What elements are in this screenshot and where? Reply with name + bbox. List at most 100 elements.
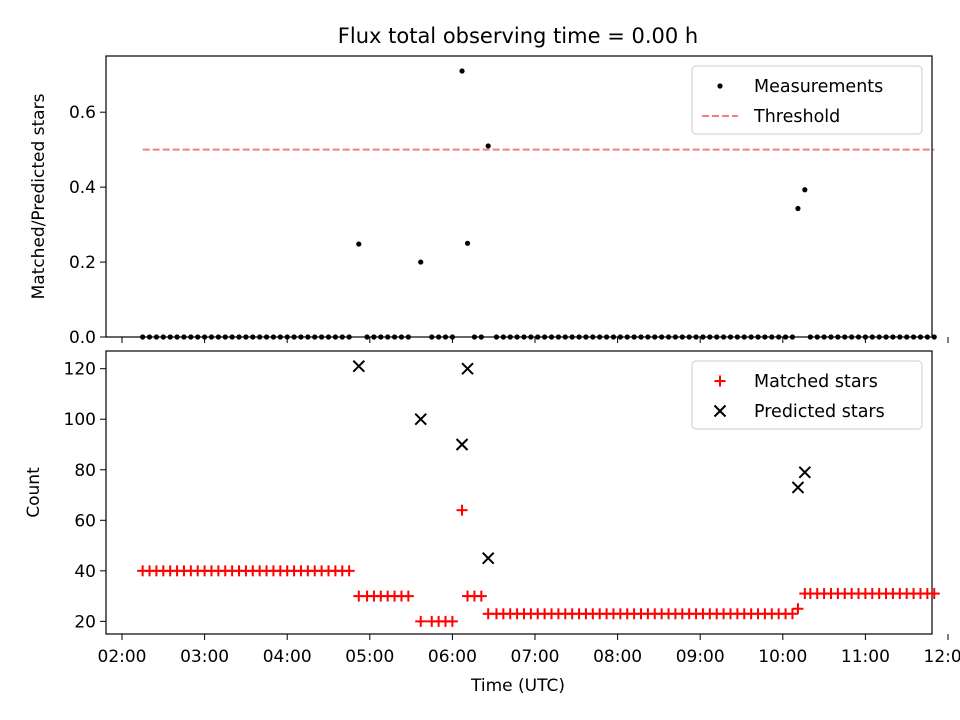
chart-title: Flux total observing time = 0.00 h (338, 24, 698, 48)
measurement-point (319, 334, 325, 340)
measurement-point (140, 334, 146, 340)
measurement-point (385, 334, 391, 340)
measurement-point (714, 334, 720, 340)
matched-point (446, 615, 458, 627)
measurement-point (449, 334, 455, 340)
legend: Measurements Threshold (691, 65, 923, 135)
measurement-point (748, 334, 754, 340)
measurement-point (802, 187, 808, 193)
measurement-point (917, 334, 924, 340)
measurement-point (378, 334, 384, 340)
measurement-point (910, 334, 917, 340)
predicted-point (414, 413, 427, 426)
measurement-point (876, 334, 882, 340)
measurement-point (707, 334, 713, 340)
measurement-point (167, 334, 173, 340)
x-tick-label: 02:00 (98, 647, 147, 667)
predicted-point (481, 551, 495, 565)
measurement-point (562, 334, 568, 340)
measurement-point (769, 334, 775, 340)
measurement-point (610, 334, 617, 340)
measurement-point (270, 334, 277, 340)
measurement-point (821, 334, 827, 340)
legend-label: Matched stars (754, 372, 878, 392)
y-axis-title: Matched/Predicted stars (29, 93, 49, 299)
matched-point (792, 603, 804, 615)
measurement-point (583, 334, 589, 340)
measurement-point (471, 334, 478, 340)
y-tick-label: 80 (74, 461, 96, 481)
matched-point (415, 615, 427, 627)
plot-frame (105, 350, 933, 635)
legend: Matched stars Predicted stars (691, 360, 923, 430)
measurement-point (429, 334, 435, 340)
measurement-point (842, 334, 848, 340)
measurement-point (356, 241, 362, 247)
measurement-point (459, 68, 465, 74)
legend-box (691, 360, 923, 430)
measurement-point (679, 334, 685, 340)
measurement-point (721, 334, 727, 340)
measurement-point (500, 334, 506, 340)
measurement-point (284, 334, 290, 340)
measurement-point (624, 334, 630, 340)
measurement-point (762, 334, 768, 340)
x-tick-label: 12:00 (924, 647, 960, 667)
measurement-point (782, 334, 789, 340)
legend-marker (714, 375, 726, 387)
measurement-point (174, 334, 180, 340)
x-tick-label: 08:00 (593, 647, 642, 667)
measurement-point (672, 334, 679, 340)
measurement-point (257, 334, 263, 340)
measurement-point (405, 334, 411, 340)
measurement-point (263, 334, 270, 340)
measurement-point (659, 334, 665, 340)
matched-point (402, 590, 414, 602)
measurement-point (277, 334, 283, 340)
measurement-point (542, 334, 548, 340)
measurement-point (890, 334, 896, 340)
legend-label: Threshold (753, 107, 840, 127)
legend-label: Measurements (754, 77, 883, 97)
x-tick-label: 09:00 (676, 647, 725, 667)
y-tick-label: 20 (74, 612, 96, 632)
measurement-point (617, 334, 623, 340)
measurement-point (222, 334, 228, 340)
predicted-point (455, 438, 469, 451)
measurement-point (741, 334, 747, 340)
y-tick-label: 60 (74, 511, 96, 531)
legend-marker (713, 404, 727, 418)
y-tick-label: 120 (64, 360, 96, 380)
matched-point (475, 590, 487, 602)
measurement-point (528, 334, 534, 340)
y-tick-label: 0.0 (69, 328, 96, 348)
measurement-point (208, 334, 215, 340)
measurement-point (755, 334, 761, 340)
measurement-point (828, 334, 834, 340)
measurement-point (855, 334, 862, 340)
measurement-point (665, 334, 672, 340)
measurement-point (332, 334, 338, 340)
measurement-point (202, 334, 208, 340)
y-tick-label: 0.2 (69, 253, 96, 273)
predicted-point (461, 362, 474, 375)
y-tick-label: 0.6 (69, 103, 96, 123)
measurement-point (436, 334, 442, 340)
measurement-point (250, 334, 256, 340)
measurement-point (398, 334, 405, 340)
measurement-point (215, 334, 221, 340)
y-tick-label: 40 (74, 562, 96, 582)
measurement-point (181, 334, 187, 340)
x-tick-label: 07:00 (511, 647, 560, 667)
measurement-point (814, 334, 820, 340)
measurement-point (597, 334, 603, 340)
top-panel: 0.0 0.2 0.4 0.6 Matched/Predicted stars Measu… (29, 55, 949, 348)
x-tick-label: 11:00 (841, 647, 890, 667)
measurement-point (243, 334, 249, 340)
legend-box (691, 65, 923, 135)
legend-label: Predicted stars (754, 402, 885, 422)
x-axis-title: Time (UTC) (470, 676, 565, 696)
measurement-point (631, 334, 637, 340)
measurement-point (700, 334, 706, 340)
